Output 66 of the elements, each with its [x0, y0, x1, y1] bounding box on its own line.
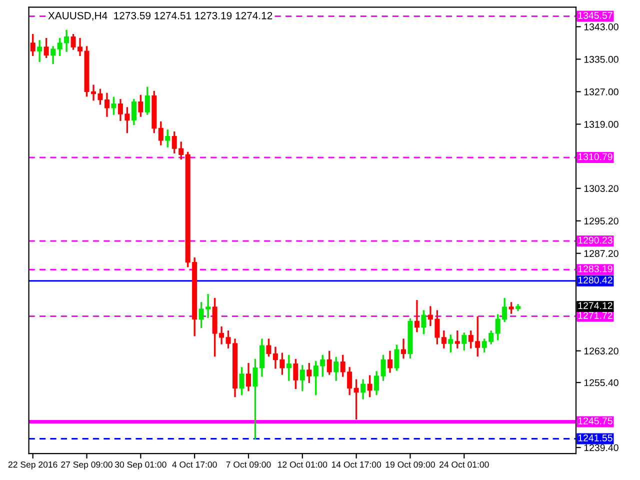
candlestick	[158, 121, 164, 146]
ref-line-label: 1271.72	[578, 312, 612, 319]
candlestick	[414, 300, 420, 332]
ref-line-label: 1290.23	[578, 236, 612, 244]
candlestick	[286, 354, 292, 381]
candlestick	[374, 371, 380, 396]
candlestick	[30, 34, 36, 56]
y-tick-label: 1295.20	[584, 218, 618, 224]
candlestick	[259, 338, 264, 377]
candlestick	[239, 367, 244, 396]
candlestick	[448, 334, 454, 352]
x-tick-label: 14 Oct 17:00	[332, 461, 382, 468]
candlestick	[421, 310, 426, 334]
candlestick	[266, 338, 272, 357]
chart-title: XAUUSD,H4 1273.59 1274.51 1273.19 1274.12	[48, 12, 272, 21]
candlestick	[360, 379, 366, 400]
x-tick-label: 7 Oct 09:00	[226, 461, 271, 468]
ref-line-label: 1241.55	[578, 434, 612, 442]
y-tick-label: 1303.20	[584, 185, 618, 192]
ref-line-label: 1345.57	[578, 12, 612, 19]
candlestick	[326, 350, 332, 375]
y-tick-label: 1255.40	[584, 379, 618, 386]
candlestick	[454, 330, 460, 348]
ref-line-label: 1245.75	[578, 417, 612, 424]
candlestick	[50, 46, 56, 64]
y-tick-label: 1319.00	[584, 120, 618, 128]
candlestick	[246, 363, 251, 392]
candlestick	[306, 363, 312, 383]
candlestick	[293, 358, 298, 390]
x-tick-label: 30 Sep 01:00	[114, 461, 166, 470]
candlestick	[388, 350, 393, 373]
candlestick	[441, 330, 446, 348]
candlestick	[367, 375, 372, 398]
x-tick-label: 27 Sep 09:00	[61, 461, 112, 470]
candlestick	[400, 338, 406, 359]
ref-line-label: 1283.19	[578, 265, 612, 272]
candlestick	[354, 379, 359, 420]
candlestick	[394, 344, 400, 371]
candlestick	[104, 92, 110, 117]
ref-line-label: 1280.42	[578, 276, 612, 284]
y-tick-label: 1327.00	[584, 88, 618, 96]
y-tick-label: 1287.20	[584, 250, 618, 257]
y-tick-label: 1335.00	[584, 56, 618, 63]
candlestick	[131, 98, 136, 126]
x-tick-label: 4 Oct 17:00	[172, 461, 217, 468]
candlestick	[111, 96, 116, 115]
ref-line-label: 1310.79	[578, 153, 612, 160]
x-tick-label: 22 Sep 2016	[8, 461, 58, 470]
y-tick-label: 1343.00	[584, 23, 618, 30]
x-tick-label: 19 Oct 09:00	[386, 461, 435, 468]
candlestick	[380, 354, 386, 381]
y-tick-label: 1263.20	[584, 348, 618, 354]
x-tick-label: 24 Oct 01:00	[440, 461, 489, 468]
candlestick	[508, 302, 514, 314]
x-tick-label: 12 Oct 01:00	[278, 461, 328, 468]
candlestick	[37, 40, 42, 62]
candlestick	[252, 358, 258, 440]
candlestick	[462, 332, 467, 350]
text: 1274.12	[578, 302, 612, 309]
candlestick	[334, 356, 339, 381]
candlestick	[138, 94, 144, 117]
candlestick	[300, 365, 305, 392]
candlestick	[144, 86, 150, 115]
candlestick	[165, 129, 170, 148]
candlestick	[44, 38, 49, 58]
y-tick-label: 1239.40	[584, 444, 618, 452]
